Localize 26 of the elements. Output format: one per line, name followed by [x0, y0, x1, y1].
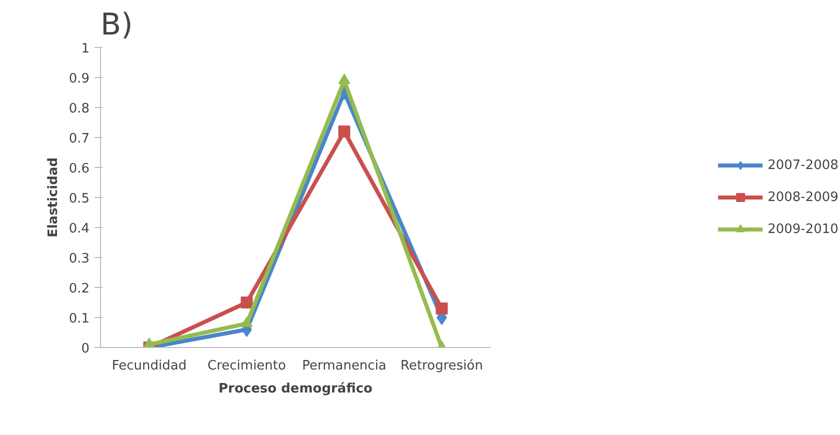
y-axis-title: Elasticidad: [46, 157, 61, 238]
x-tick-label: Retrogresión: [400, 358, 483, 374]
y-tick-label: 0.7: [68, 132, 90, 146]
legend-label: 2007-2008: [768, 158, 838, 172]
y-tick-label: 0.3: [68, 252, 90, 266]
point: [338, 126, 350, 138]
point: [143, 338, 156, 348]
y-tick-label: 1: [81, 42, 90, 56]
y-tick-label: 0.1: [68, 312, 90, 326]
y-tick-label: 0.6: [68, 162, 90, 176]
x-tick-label: Fecundidad: [112, 358, 187, 374]
legend-label: 2009-2010: [768, 222, 838, 236]
y-tick-label: 0.4: [68, 222, 90, 236]
x-tick-label: Permanencia: [302, 358, 386, 374]
x-axis-title: Proceso demográfico: [218, 382, 373, 396]
y-tick-label: 0.5: [68, 192, 90, 206]
y-tick-label: 0.9: [68, 72, 90, 86]
point: [436, 302, 448, 314]
x-tick-label: Crecimiento: [208, 358, 286, 374]
point: [240, 296, 253, 308]
point: [240, 316, 253, 328]
chart-title: B): [100, 8, 133, 42]
y-tick-label: 0.2: [68, 282, 90, 296]
y-tick-label: 0: [81, 342, 90, 356]
y-tick-label: 0.8: [68, 102, 90, 116]
legend-label: 2008-2009: [768, 190, 838, 204]
